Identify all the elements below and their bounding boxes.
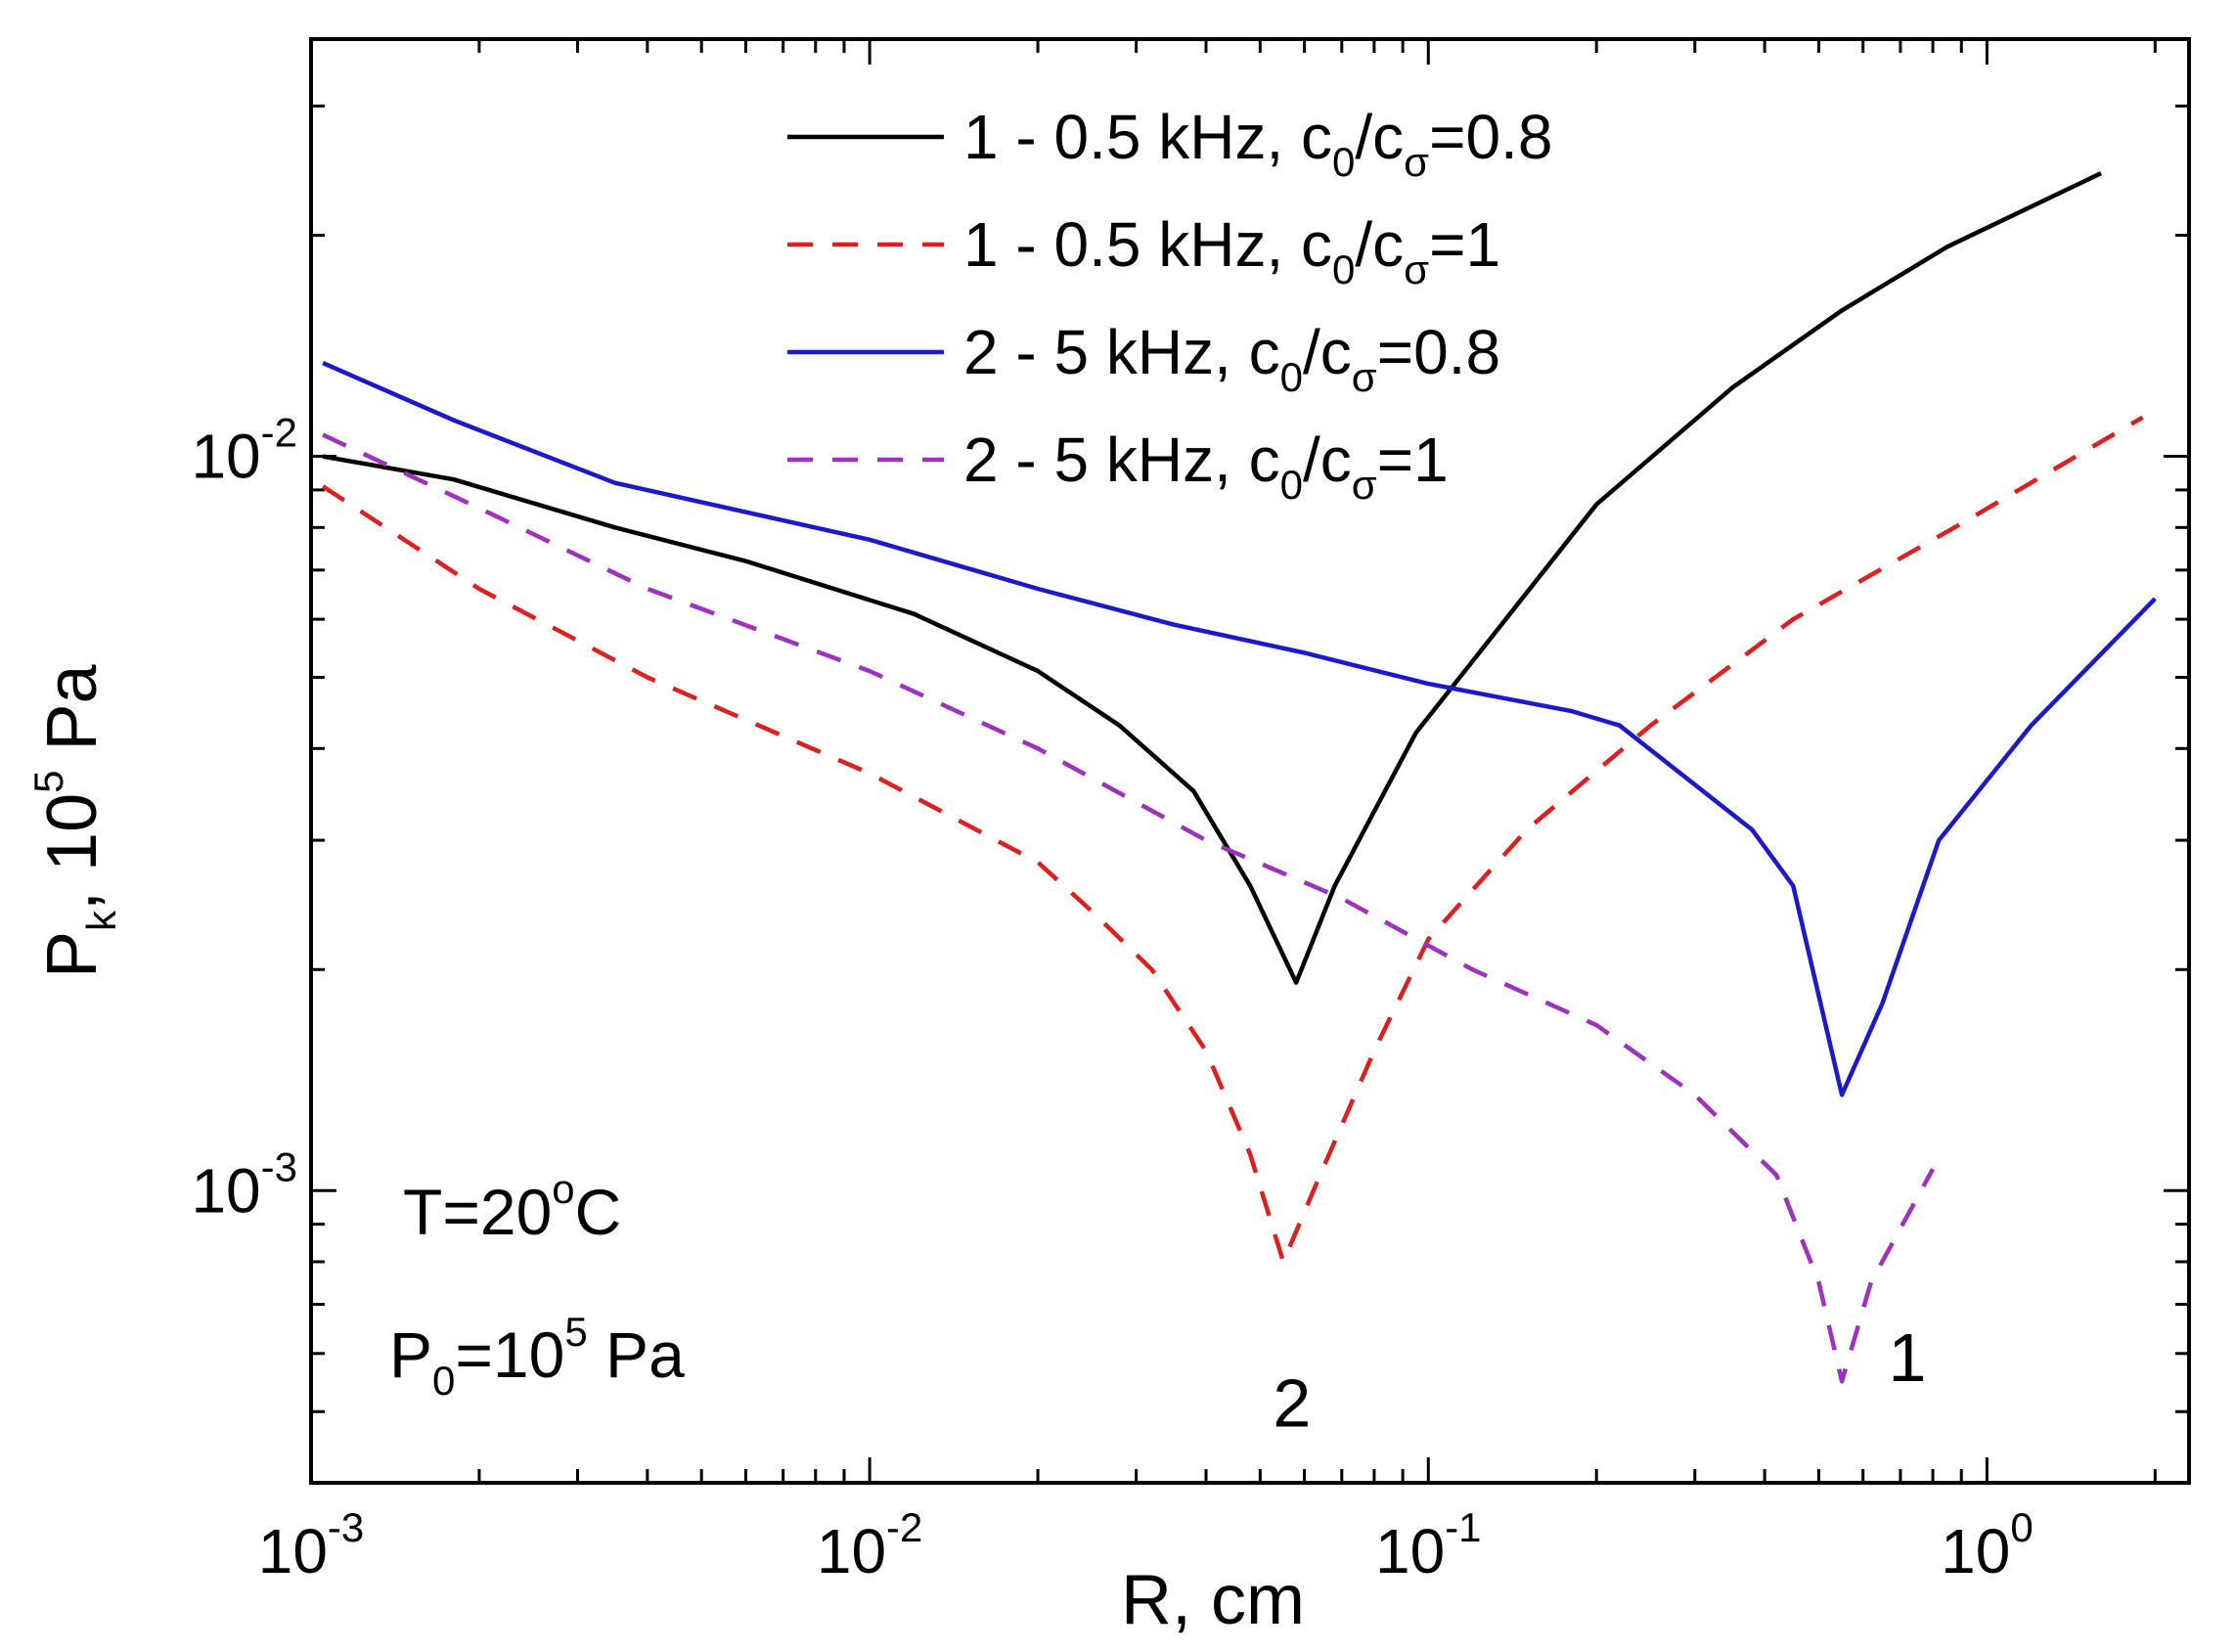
legend-text: /c: [1303, 317, 1352, 387]
tick-exponent: -3: [328, 1504, 364, 1550]
series-line-4: [322, 432, 1936, 1384]
legend-subscript: σ: [1352, 462, 1377, 508]
annotations: T=20oC P0=105 Pa 2 1: [389, 1166, 1926, 1441]
tick-exponent: -3: [261, 1143, 297, 1189]
legend-subscript: 0: [1280, 462, 1303, 508]
y-title-text: P: [33, 931, 112, 978]
legend-subscript: σ: [1404, 139, 1429, 185]
legend-label-1: 1 - 0.5 kHz, c0/cσ=0.8: [963, 102, 1552, 185]
series-line-3: [322, 361, 2157, 1097]
legend-text: 1 - 0.5 kHz, c: [963, 102, 1332, 172]
legend-text: /c: [1355, 102, 1404, 172]
annotation-part: 0: [432, 1358, 455, 1404]
legend-subscript: σ: [1404, 246, 1429, 292]
y-title-text: , 10: [33, 793, 112, 911]
annotation-part: T=20: [403, 1176, 552, 1248]
legend-label-2: 1 - 0.5 kHz, c0/cσ=1: [963, 209, 1500, 292]
annotation-part: Pa: [588, 1318, 685, 1391]
tick-exponent: -1: [1445, 1504, 1481, 1550]
annotation-part: =10: [455, 1318, 564, 1391]
legend-text: 2 - 5 kHz, c: [963, 317, 1280, 387]
tick-base: 10: [1375, 1516, 1445, 1586]
series-lines: [321, 171, 2157, 1384]
tick-exponent: 0: [2010, 1504, 2033, 1550]
annotation-pressure: P0=105 Pa: [389, 1309, 685, 1404]
tick-base: 10: [191, 1155, 260, 1226]
legend-text: /c: [1303, 424, 1352, 495]
y-title-superscript: 5: [25, 771, 71, 793]
annotation-part: 5: [564, 1309, 587, 1355]
x-tick-label: 10-3: [258, 1504, 365, 1586]
legend-label-4: 2 - 5 kHz, c0/cσ=1: [963, 424, 1449, 508]
y-title-text: Pa: [33, 663, 112, 770]
y-tick-label: 10-3: [191, 1143, 297, 1226]
x-tick-label: 100: [1941, 1504, 2034, 1586]
annotation-part: o: [552, 1166, 574, 1212]
legend-text: 1 - 0.5 kHz, c: [963, 209, 1332, 280]
legend-subscript: 0: [1280, 354, 1303, 400]
y-axis-title: Pk, 105 Pa: [25, 663, 124, 978]
y-title-subscript: k: [78, 910, 124, 931]
annotation-temp: T=20oC: [403, 1166, 621, 1248]
legend-text: /c: [1355, 209, 1404, 280]
tick-exponent: -2: [886, 1504, 922, 1550]
y-tick-label: 10-2: [191, 410, 297, 492]
legend-subscript: 0: [1332, 139, 1355, 185]
tick-base: 10: [1941, 1516, 2010, 1586]
tick-base: 10: [258, 1516, 328, 1586]
tick-base: 10: [817, 1516, 886, 1586]
legend: 1 - 0.5 kHz, c0/cσ=0.81 - 0.5 kHz, c0/cσ…: [787, 102, 1552, 508]
legend-text: =1: [1377, 424, 1449, 495]
series-number-label: 2: [1273, 1364, 1311, 1441]
plot-frame: [309, 37, 2191, 1485]
series-number-label: 1: [1888, 1319, 1926, 1396]
legend-text: =1: [1429, 209, 1500, 280]
tick-base: 10: [191, 422, 260, 492]
series-line-1: [322, 171, 2102, 985]
legend-text: =0.8: [1429, 102, 1552, 172]
legend-label-3: 2 - 5 kHz, c0/cσ=0.8: [963, 317, 1500, 400]
series-line-2: [321, 415, 2144, 1265]
tick-exponent: -2: [261, 410, 297, 456]
annotation-part: P: [389, 1318, 432, 1391]
x-tick-label: 10-1: [1375, 1504, 1482, 1586]
legend-subscript: σ: [1352, 354, 1377, 400]
legend-subscript: 0: [1332, 246, 1355, 292]
x-axis-title: R, cm: [1121, 1561, 1305, 1639]
legend-text: =0.8: [1377, 317, 1500, 387]
x-tick-label: 10-2: [817, 1504, 923, 1586]
axis-ticks: [309, 39, 2189, 1485]
legend-text: 2 - 5 kHz, c: [963, 424, 1280, 495]
annotation-part: C: [575, 1176, 622, 1248]
